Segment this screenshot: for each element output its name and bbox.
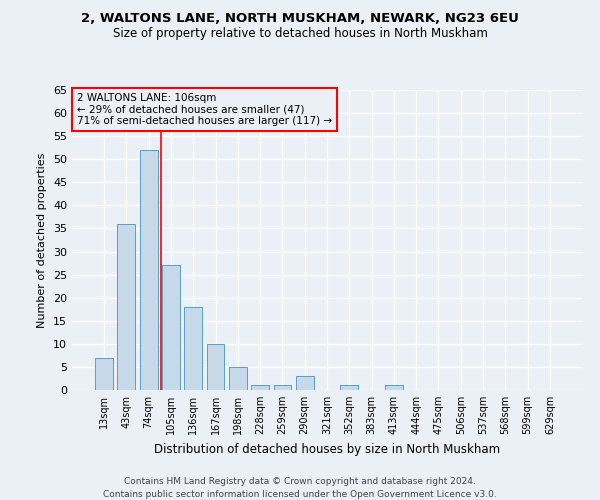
- Bar: [296, 376, 314, 390]
- Text: Contains HM Land Registry data © Crown copyright and database right 2024.: Contains HM Land Registry data © Crown c…: [124, 478, 476, 486]
- Y-axis label: Number of detached properties: Number of detached properties: [37, 152, 47, 328]
- Bar: [95, 358, 113, 390]
- Bar: [184, 307, 202, 390]
- Bar: [385, 386, 403, 390]
- Text: Distribution of detached houses by size in North Muskham: Distribution of detached houses by size …: [154, 442, 500, 456]
- Bar: [162, 266, 180, 390]
- Text: 2, WALTONS LANE, NORTH MUSKHAM, NEWARK, NG23 6EU: 2, WALTONS LANE, NORTH MUSKHAM, NEWARK, …: [81, 12, 519, 26]
- Bar: [251, 386, 269, 390]
- Bar: [206, 344, 224, 390]
- Bar: [340, 386, 358, 390]
- Bar: [229, 367, 247, 390]
- Text: Size of property relative to detached houses in North Muskham: Size of property relative to detached ho…: [113, 28, 487, 40]
- Bar: [140, 150, 158, 390]
- Text: Contains public sector information licensed under the Open Government Licence v3: Contains public sector information licen…: [103, 490, 497, 499]
- Bar: [274, 386, 292, 390]
- Bar: [118, 224, 136, 390]
- Text: 2 WALTONS LANE: 106sqm
← 29% of detached houses are smaller (47)
71% of semi-det: 2 WALTONS LANE: 106sqm ← 29% of detached…: [77, 93, 332, 126]
